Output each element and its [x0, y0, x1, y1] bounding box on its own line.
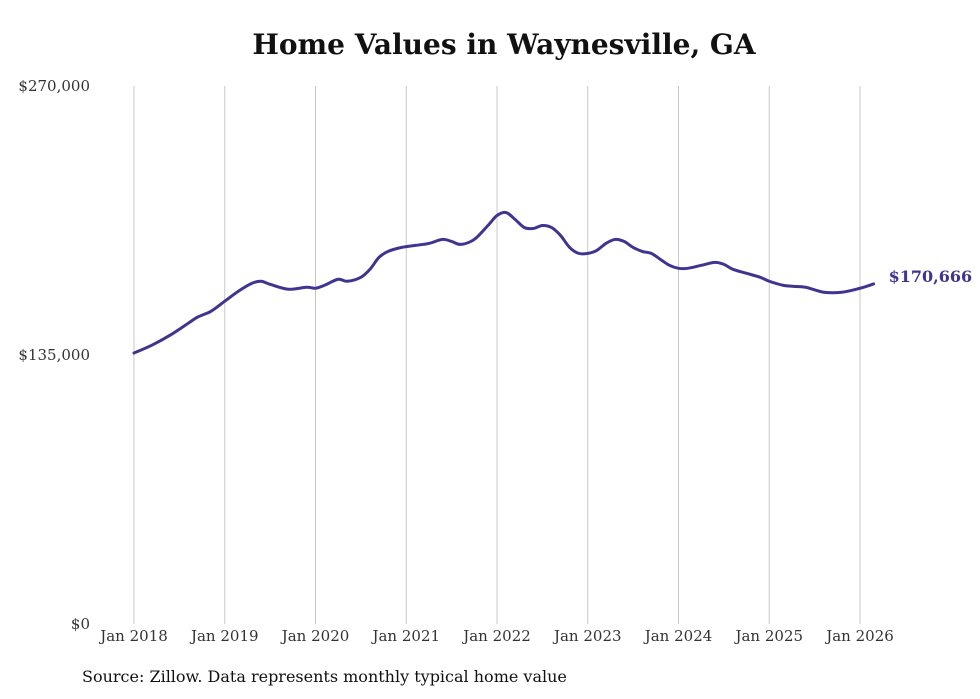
x-tick-label: Jan 2025	[733, 627, 803, 645]
y-tick-label: $135,000	[18, 346, 90, 364]
x-tick-label: Jan 2020	[280, 627, 350, 645]
end-value-label: $170,666	[889, 267, 973, 286]
x-tick-label: Jan 2023	[552, 627, 622, 645]
x-tick-label: Jan 2024	[643, 627, 713, 645]
source-note: Source: Zillow. Data represents monthly …	[82, 667, 567, 686]
x-tick-label: Jan 2021	[370, 627, 440, 645]
y-tick-label: $270,000	[18, 77, 90, 95]
x-tick-label: Jan 2026	[824, 627, 894, 645]
vertical-gridlines	[133, 86, 861, 624]
y-axis-ticks: $0 $135,000 $270,000	[18, 77, 90, 633]
x-axis-ticks: Jan 2018 Jan 2019 Jan 2020 Jan 2021 Jan 2022…	[98, 627, 894, 645]
y-tick-label: $0	[71, 615, 90, 633]
series-line	[132, 210, 876, 355]
x-tick-label: Jan 2018	[98, 627, 168, 645]
x-tick-label: Jan 2022	[461, 627, 531, 645]
x-tick-label: Jan 2019	[189, 627, 259, 645]
chart-title: Home Values in Waynesville, GA	[252, 28, 756, 61]
